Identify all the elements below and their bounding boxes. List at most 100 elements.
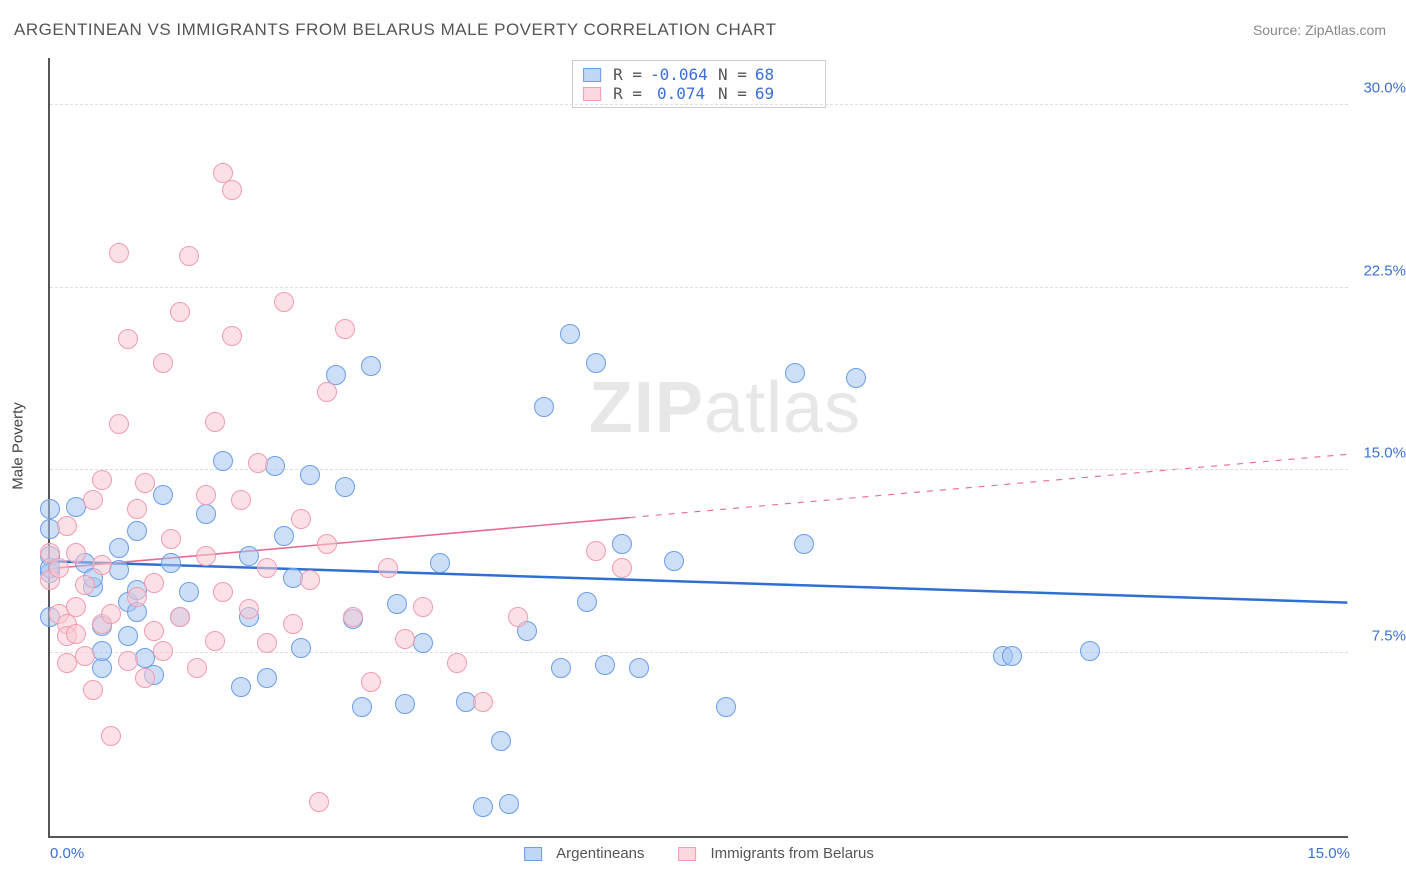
scatter-point-pink — [343, 607, 363, 627]
n-label: N = — [718, 84, 747, 103]
scatter-point-blue — [265, 456, 285, 476]
scatter-point-blue — [109, 538, 129, 558]
scatter-point-pink — [300, 570, 320, 590]
scatter-point-blue — [161, 553, 181, 573]
scatter-point-pink — [473, 692, 493, 712]
swatch-blue — [524, 847, 542, 861]
scatter-point-pink — [75, 646, 95, 666]
plot-area: ZIPatlas R = -0.064 N = 68 R = 0.074 N =… — [48, 58, 1348, 838]
scatter-point-pink — [101, 604, 121, 624]
scatter-point-pink — [309, 792, 329, 812]
scatter-point-pink — [205, 412, 225, 432]
scatter-point-pink — [378, 558, 398, 578]
scatter-point-blue — [239, 546, 259, 566]
scatter-point-pink — [196, 485, 216, 505]
scatter-point-blue — [127, 521, 147, 541]
scatter-point-pink — [153, 353, 173, 373]
n-label: N = — [718, 65, 747, 84]
scatter-point-blue — [595, 655, 615, 675]
scatter-point-blue — [92, 658, 112, 678]
scatter-point-pink — [187, 658, 207, 678]
trendline-blue — [51, 561, 1348, 602]
scatter-point-pink — [317, 382, 337, 402]
scatter-point-pink — [222, 326, 242, 346]
scatter-point-blue — [1002, 646, 1022, 666]
scatter-point-pink — [213, 582, 233, 602]
chart-container: ARGENTINEAN VS IMMIGRANTS FROM BELARUS M… — [0, 0, 1406, 892]
scatter-point-pink — [395, 629, 415, 649]
scatter-point-blue — [179, 582, 199, 602]
scatter-point-pink — [413, 597, 433, 617]
scatter-point-pink — [144, 621, 164, 641]
scatter-point-pink — [92, 555, 112, 575]
scatter-point-blue — [40, 499, 60, 519]
scatter-point-blue — [560, 324, 580, 344]
y-tick-label: 15.0% — [1363, 445, 1406, 462]
scatter-point-pink — [66, 543, 86, 563]
scatter-point-pink — [508, 607, 528, 627]
scatter-point-pink — [291, 509, 311, 529]
legend-label-pink: Immigrants from Belarus — [711, 845, 874, 862]
legend-correlation: R = -0.064 N = 68 R = 0.074 N = 69 — [572, 60, 826, 108]
gridline — [50, 469, 1348, 470]
scatter-point-pink — [222, 180, 242, 200]
scatter-point-pink — [135, 668, 155, 688]
y-axis-label: Male Poverty — [10, 402, 27, 490]
scatter-point-pink — [248, 453, 268, 473]
scatter-point-pink — [118, 651, 138, 671]
scatter-point-blue — [612, 534, 632, 554]
scatter-point-blue — [395, 694, 415, 714]
gridline — [50, 287, 1348, 288]
scatter-point-pink — [57, 516, 77, 536]
scatter-point-blue — [335, 477, 355, 497]
scatter-point-pink — [335, 319, 355, 339]
scatter-point-blue — [785, 363, 805, 383]
scatter-point-pink — [92, 470, 112, 490]
scatter-point-pink — [49, 558, 69, 578]
swatch-pink — [679, 847, 697, 861]
scatter-point-pink — [257, 633, 277, 653]
scatter-point-pink — [205, 631, 225, 651]
scatter-point-blue — [577, 592, 597, 612]
swatch-pink — [583, 87, 601, 101]
y-tick-label: 30.0% — [1363, 79, 1406, 96]
scatter-point-blue — [1080, 641, 1100, 661]
scatter-point-blue — [716, 697, 736, 717]
scatter-point-pink — [283, 614, 303, 634]
legend-series: Argentineans Immigrants from Belarus — [524, 845, 874, 862]
scatter-point-pink — [109, 243, 129, 263]
scatter-point-pink — [161, 529, 181, 549]
scatter-point-blue — [846, 368, 866, 388]
scatter-point-blue — [629, 658, 649, 678]
scatter-point-pink — [75, 575, 95, 595]
scatter-point-pink — [447, 653, 467, 673]
scatter-point-pink — [101, 726, 121, 746]
scatter-point-pink — [66, 597, 86, 617]
scatter-point-blue — [291, 638, 311, 658]
scatter-point-pink — [274, 292, 294, 312]
scatter-point-blue — [387, 594, 407, 614]
trendlines-svg — [50, 58, 1348, 836]
scatter-point-blue — [534, 397, 554, 417]
scatter-point-blue — [300, 465, 320, 485]
r-label: R = — [613, 84, 642, 103]
scatter-point-blue — [118, 626, 138, 646]
y-tick-label: 22.5% — [1363, 262, 1406, 279]
scatter-point-pink — [231, 490, 251, 510]
scatter-point-pink — [179, 246, 199, 266]
scatter-point-pink — [127, 499, 147, 519]
gridline — [50, 652, 1348, 653]
scatter-point-pink — [170, 302, 190, 322]
scatter-point-blue — [361, 356, 381, 376]
scatter-point-blue — [213, 451, 233, 471]
scatter-point-blue — [352, 697, 372, 717]
legend-label-blue: Argentineans — [556, 845, 644, 862]
x-tick-label: 15.0% — [1307, 845, 1350, 862]
scatter-point-pink — [118, 329, 138, 349]
scatter-point-blue — [473, 797, 493, 817]
scatter-point-pink — [83, 490, 103, 510]
gridline — [50, 104, 1348, 105]
scatter-point-pink — [612, 558, 632, 578]
scatter-point-pink — [239, 599, 259, 619]
scatter-point-pink — [135, 473, 155, 493]
